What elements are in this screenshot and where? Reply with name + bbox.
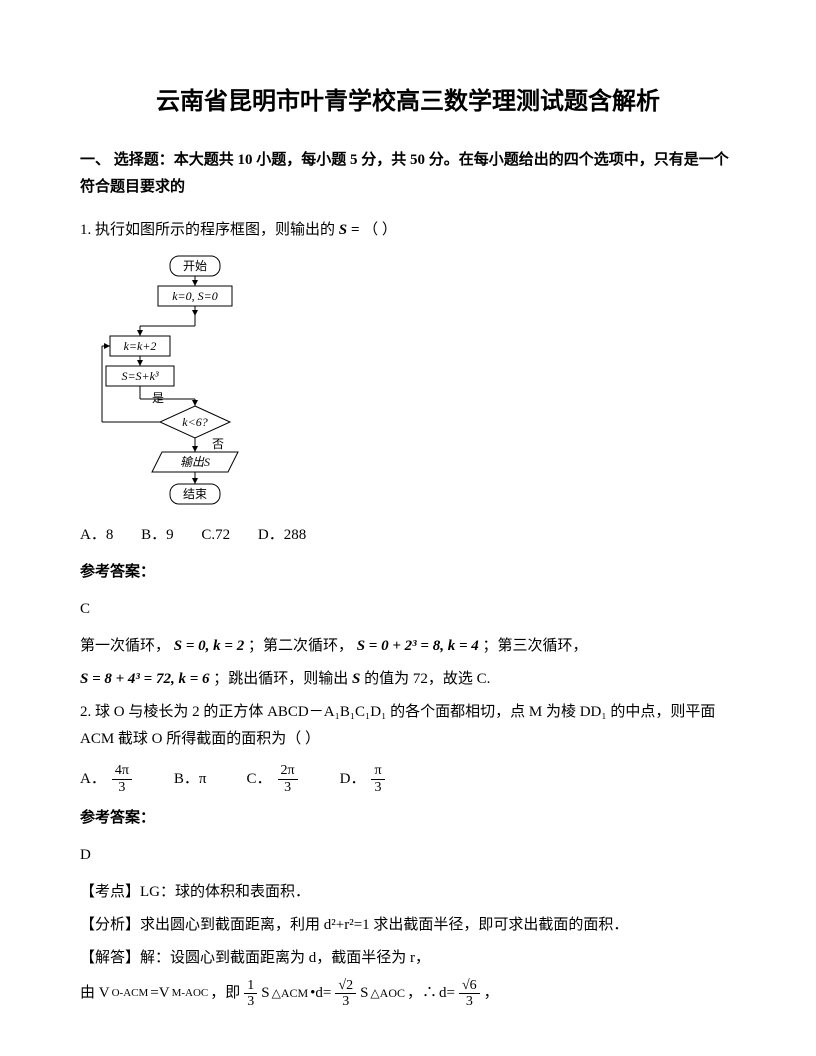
- q2-answer-label: 参考答案：: [80, 805, 736, 832]
- q1-e2b: ；跳出循环，则输出: [213, 671, 348, 687]
- question-1: 1. 执行如图所示的程序框图，则输出的 S = （ ）: [80, 217, 736, 244]
- q2-opt-c: C． 2π 3: [247, 763, 300, 795]
- fc-end: 结束: [183, 487, 207, 501]
- q2-l4a: 由 V: [80, 980, 110, 1007]
- q2-comma: ，: [484, 980, 499, 1007]
- q2-frac-a: 4π 3: [112, 763, 132, 795]
- q2-s-aoc: S: [360, 980, 368, 1007]
- fc-step1: k=k+2: [124, 339, 157, 353]
- q1-e2a: S = 8 + 4³ = 72, k = 6: [80, 671, 210, 687]
- q2-frac-c-den: 3: [278, 780, 298, 795]
- flowchart: 开始 k=0, S=0 k=k+2 S=S+k³ k<6? 是 否 输出S 结束: [100, 254, 736, 514]
- q2-opt-d: D． π 3: [340, 763, 387, 795]
- q2-frac-d-den: 3: [371, 780, 384, 795]
- question-2: 2. 球 O 与棱长为 2 的正方体 ABCD－A₁B₁C₁D₁ 的各个面都相切…: [80, 699, 736, 753]
- q2-sqrt2-den: 3: [335, 994, 356, 1009]
- q2-sqrt6-den: 3: [459, 994, 480, 1009]
- q1-answer-label: 参考答案：: [80, 559, 736, 586]
- q2-frac-a-den: 3: [112, 780, 132, 795]
- q2-frac-sqrt2: √2 3: [335, 978, 356, 1010]
- q2-opt-a: A． 4π 3: [80, 763, 134, 795]
- fc-start: 开始: [183, 259, 207, 273]
- q1-explain-1: 第一次循环， S = 0, k = 2 ；第二次循环， S = 0 + 2³ =…: [80, 633, 736, 660]
- q1-e1a: 第一次循环，: [80, 638, 170, 654]
- q2-line2: 【分析】求出圆心到截面距离，利用 d²+r²=1 求出截面半径，即可求出截面的面…: [80, 912, 736, 939]
- fc-init: k=0, S=0: [172, 289, 218, 303]
- q2-frac-sqrt6: √6 3: [459, 978, 480, 1010]
- q2-frac-c-num: 2π: [278, 763, 298, 779]
- q2-sqrt6-num: √6: [459, 978, 480, 994]
- q2-options: A． 4π 3 B．π C． 2π 3 D． π 3: [80, 763, 736, 795]
- q2-l4c: ，即: [210, 980, 240, 1007]
- q1-e1c: ；第二次循环，: [248, 638, 353, 654]
- q2-opt-b-label: B．π: [174, 766, 207, 793]
- q1-S-eq: S =: [339, 222, 360, 238]
- q2-frac-c: 2π 3: [278, 763, 298, 795]
- page-title: 云南省昆明市叶青学校高三数学理测试题含解析: [80, 80, 736, 123]
- q2-frac13-den: 3: [244, 994, 257, 1009]
- q2-deq: d=: [439, 980, 455, 1007]
- q2-frac-d-num: π: [371, 763, 384, 779]
- q2-therefore: ，∴: [407, 980, 437, 1007]
- q2-opt-a-label: A．: [80, 766, 106, 793]
- fc-yes: 是: [152, 391, 164, 405]
- q2-sqrt2-num: √2: [335, 978, 356, 994]
- q2-line3: 【解答】解：设圆心到截面距离为 d，截面半径为 r，: [80, 945, 736, 972]
- q2-frac13: 1 3: [244, 978, 257, 1010]
- q2-l4b-sub: M-AOC: [172, 984, 209, 1004]
- q1-opt-b: B．9: [141, 527, 174, 543]
- section-header: 一、 选择题：本大题共 10 小题，每小题 5 分，共 50 分。在每小题给出的…: [80, 147, 736, 201]
- fc-no: 否: [212, 437, 224, 451]
- q2-line1: 【考点】LG：球的体积和表面积．: [80, 879, 736, 906]
- q2-l4b: =V: [150, 980, 169, 1007]
- q2-opt-c-label: C．: [247, 766, 272, 793]
- q1-answer: C: [80, 596, 736, 623]
- q2-answer: D: [80, 842, 736, 869]
- q1-text-b: （ ）: [363, 222, 397, 238]
- q2-tri-acm: △ACM: [272, 983, 309, 1005]
- q1-explain-2: S = 8 + 4³ = 72, k = 6 ；跳出循环，则输出 S 的值为 7…: [80, 666, 736, 693]
- q2-frac13-num: 1: [244, 978, 257, 994]
- q2-opt-b: B．π: [174, 766, 207, 793]
- q1-e1d: S = 0 + 2³ = 8, k = 4: [357, 638, 479, 654]
- q1-opt-d: D．288: [258, 527, 306, 543]
- q1-options: A．8 B．9 C.72 D．288: [80, 522, 736, 549]
- q1-e1e: ；第三次循环，: [483, 638, 588, 654]
- q2-frac-a-num: 4π: [112, 763, 132, 779]
- q1-e1b: S = 0, k = 2: [174, 638, 244, 654]
- q1-opt-a: A．8: [80, 527, 113, 543]
- q1-e2c: S: [352, 671, 360, 687]
- q1-text-a: 1. 执行如图所示的程序框图，则输出的: [80, 222, 335, 238]
- q2-s-acm: S: [261, 980, 269, 1007]
- q1-e2d: 的值为 72，故选 C.: [364, 671, 490, 687]
- q2-opt-d-label: D．: [340, 766, 366, 793]
- fc-cond: k<6?: [182, 415, 207, 429]
- q2-frac-d: π 3: [371, 763, 384, 795]
- q2-tri-aoc: △AOC: [370, 983, 405, 1005]
- q2-l4a-sub: O-ACM: [112, 984, 149, 1004]
- q2-dotd: •d=: [310, 980, 331, 1007]
- fc-step2: S=S+k³: [121, 369, 159, 383]
- q1-opt-c: C.72: [201, 527, 230, 543]
- q2-line4: 由 VO-ACM =VM-AOC ，即 1 3 S△ACM •d= √2 3 S…: [80, 978, 736, 1010]
- fc-out: 输出S: [180, 455, 210, 469]
